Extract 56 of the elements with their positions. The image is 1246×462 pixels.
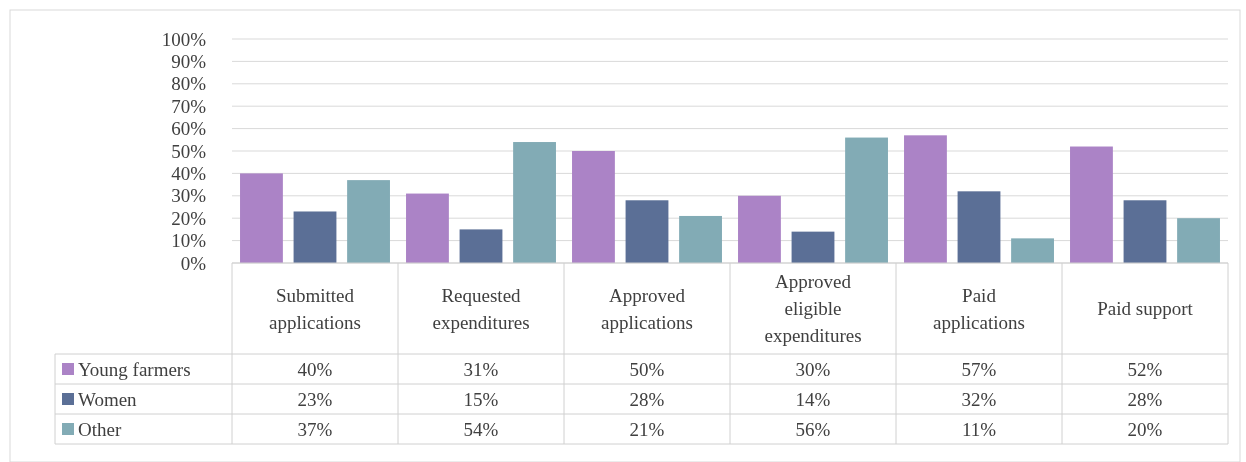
legend-label: Women xyxy=(78,388,138,410)
y-tick-label: 40% xyxy=(171,163,207,185)
data-label: 57% xyxy=(961,358,997,380)
data-label: 11% xyxy=(961,418,997,440)
legend-label: Young farmers xyxy=(78,358,191,380)
y-tick-label: 70% xyxy=(171,95,207,117)
x-tick-label: Submitted applications xyxy=(269,284,361,333)
bar xyxy=(1123,200,1167,263)
bar xyxy=(293,211,337,263)
bar xyxy=(240,173,283,263)
data-label: 50% xyxy=(629,358,665,380)
bar xyxy=(738,195,781,263)
y-tick-label: 60% xyxy=(171,118,207,140)
bar xyxy=(1070,146,1113,263)
bar xyxy=(572,151,615,263)
bar xyxy=(1011,238,1054,263)
data-label: 28% xyxy=(1127,388,1163,410)
y-tick-label: 100% xyxy=(161,28,207,50)
data-label: 56% xyxy=(795,418,831,440)
bar xyxy=(1177,218,1220,263)
x-tick-label: Approved applications xyxy=(601,284,693,333)
data-label: 15% xyxy=(463,388,499,410)
bar xyxy=(679,215,722,263)
y-tick-label: 20% xyxy=(171,207,207,229)
x-tick-label: Paid support xyxy=(1097,298,1194,320)
bar xyxy=(459,229,503,263)
data-label: 37% xyxy=(297,418,333,440)
data-label: 14% xyxy=(795,388,831,410)
legend-label: Other xyxy=(78,418,122,440)
bar xyxy=(957,191,1001,263)
bar xyxy=(904,135,947,263)
bar xyxy=(406,193,449,263)
data-label: 30% xyxy=(795,358,831,380)
data-label: 31% xyxy=(463,358,499,380)
data-label: 52% xyxy=(1127,358,1163,380)
bar xyxy=(625,200,669,263)
x-tick-label: Requested expenditures xyxy=(432,284,530,333)
data-label: 40% xyxy=(297,358,333,380)
y-tick-label: 50% xyxy=(171,140,207,162)
data-label: 28% xyxy=(629,388,665,410)
bar xyxy=(513,142,556,263)
y-tick-label: 30% xyxy=(171,185,207,207)
bar xyxy=(791,231,835,263)
y-tick-label: 80% xyxy=(171,73,207,95)
data-label: 54% xyxy=(463,418,499,440)
data-label: 20% xyxy=(1127,418,1163,440)
y-tick-label: 10% xyxy=(171,230,207,252)
data-label: 21% xyxy=(629,418,665,440)
y-tick-label: 0% xyxy=(180,252,207,274)
x-tick-label: Approved eligible expenditures xyxy=(764,271,862,347)
bar xyxy=(347,180,390,263)
y-tick-label: 90% xyxy=(171,51,207,73)
bar xyxy=(845,137,888,263)
x-tick-label: Paid applications xyxy=(933,284,1025,333)
data-label: 23% xyxy=(297,388,333,410)
data-label: 32% xyxy=(961,388,997,410)
